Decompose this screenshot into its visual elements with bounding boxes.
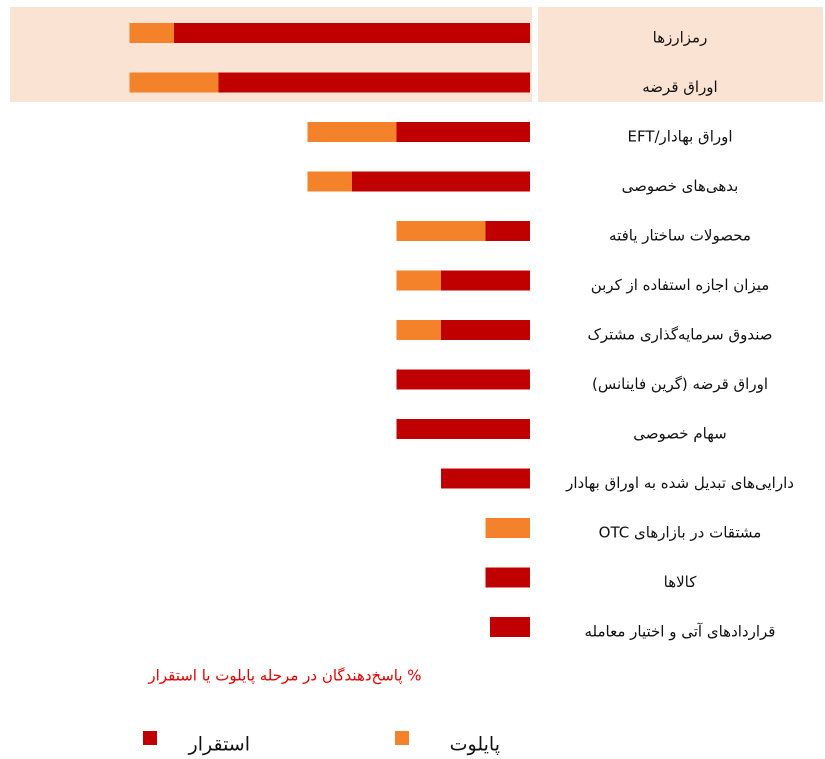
legend-label: پایلوت (450, 734, 500, 756)
category-label: صندوق سرمایه‌گذاری مشترک (587, 326, 772, 344)
category-label: میزان اجازه استفاده از کربن (591, 276, 770, 294)
bar-segment (441, 320, 530, 340)
category-label: کالاها (664, 573, 698, 591)
bar-segment (218, 72, 530, 93)
bar-segment (352, 171, 530, 192)
note: % پاسخ‌دهندگان در مرحله پایلوت یا استقرا… (147, 667, 421, 686)
legend-swatch (395, 731, 409, 745)
category-label: EFT/اوراق بهادار (627, 128, 732, 146)
bar-segment (129, 23, 174, 43)
bar-segment (129, 72, 219, 93)
category-label: بدهی‌های خصوصی (622, 177, 739, 195)
highlight-right (538, 7, 823, 102)
bar-segment (441, 468, 530, 489)
bar-segment (396, 320, 441, 340)
bar-segment (307, 122, 397, 142)
category-label: سهام خصوصی (633, 425, 726, 443)
bar-segment (174, 23, 530, 43)
category-label: اوراق قرضه (642, 78, 717, 96)
bar-segment (485, 518, 530, 538)
bar-segment (396, 221, 486, 241)
bar-segment (307, 171, 352, 192)
category-label: محصولات ساختار یافته (609, 227, 751, 245)
bar-segment (441, 270, 530, 291)
category-label: دارایی‌های تبدیل شده به اوراق بهادار (565, 474, 794, 492)
bar-segment (396, 419, 530, 439)
bar-segment (489, 617, 530, 637)
category-label: رمزارزها (653, 29, 708, 47)
bar-segment (396, 369, 530, 390)
category-label: اوراق قرضه (گرین فاینانس) (592, 375, 768, 393)
bar-segment (485, 221, 530, 241)
category-label: مشتقات در بازارهای OTC (599, 524, 762, 542)
legend-label: استقرار (188, 734, 250, 756)
bar-segment (396, 270, 441, 291)
category-label: قراردادهای آتی و اختیار معامله (585, 623, 776, 641)
bar-segment (485, 567, 530, 588)
legend-swatch (143, 731, 157, 745)
bar-segment (396, 122, 530, 142)
